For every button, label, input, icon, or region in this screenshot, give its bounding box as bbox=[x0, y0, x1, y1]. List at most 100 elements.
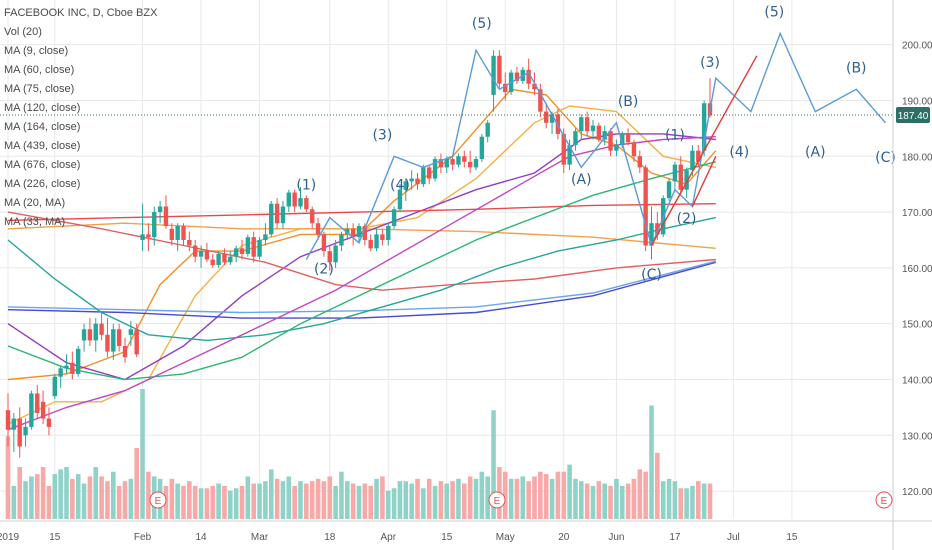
volume-bar bbox=[596, 481, 602, 519]
volume-bar bbox=[175, 483, 180, 519]
candle-body bbox=[58, 368, 63, 377]
candle-body bbox=[46, 418, 52, 427]
x-tick-label: 18 bbox=[324, 532, 336, 543]
wave-label: (A) bbox=[571, 172, 592, 188]
volume-bar bbox=[169, 478, 175, 519]
candle-body bbox=[696, 150, 701, 162]
candle-body bbox=[310, 209, 315, 224]
wave-label: (5) bbox=[472, 16, 492, 32]
moving-average-line bbox=[7, 203, 716, 222]
volume-bar bbox=[111, 471, 116, 519]
wave-label: (2) bbox=[314, 261, 334, 277]
volume-bar bbox=[631, 478, 637, 519]
current-price-badge bbox=[896, 106, 930, 123]
candle-body bbox=[339, 234, 344, 246]
moving-average-line bbox=[7, 216, 716, 342]
candle-body bbox=[444, 159, 449, 168]
x-tick-label: 14 bbox=[195, 532, 207, 543]
volume-bar bbox=[304, 483, 309, 519]
candle-body bbox=[567, 145, 572, 165]
volume-bar bbox=[672, 481, 678, 519]
volume-bar bbox=[75, 474, 81, 519]
candle-body bbox=[438, 159, 444, 168]
candle-body bbox=[228, 256, 233, 263]
legend-item: MA (33, MA) bbox=[4, 216, 66, 228]
candle-body bbox=[631, 142, 637, 157]
wave-label: (C) bbox=[641, 267, 662, 283]
volume-bar bbox=[70, 478, 75, 519]
candle-body bbox=[690, 150, 695, 171]
candle-body bbox=[70, 362, 75, 374]
candle-body bbox=[473, 159, 479, 168]
volume-bar bbox=[380, 476, 385, 519]
volume-bar bbox=[210, 485, 216, 519]
candle-body bbox=[625, 133, 631, 143]
candle-body bbox=[216, 253, 221, 266]
candle-body bbox=[298, 198, 303, 207]
candle-body bbox=[146, 234, 151, 238]
candle-body bbox=[99, 323, 104, 335]
candle-body bbox=[263, 234, 268, 240]
candle-body bbox=[637, 156, 642, 168]
candle-body bbox=[152, 212, 157, 238]
candle-body bbox=[479, 136, 485, 160]
volume-bar bbox=[216, 483, 221, 519]
candle-body bbox=[257, 239, 262, 257]
volume-bar bbox=[643, 471, 648, 519]
volume-bar bbox=[649, 405, 654, 519]
volume-bar bbox=[228, 490, 233, 519]
volume-bar bbox=[625, 483, 631, 519]
volume-bar bbox=[397, 481, 403, 519]
candle-body bbox=[52, 376, 57, 397]
earnings-marker bbox=[875, 491, 893, 509]
y-tick-label: 200.00 bbox=[902, 41, 932, 52]
candle-body bbox=[175, 226, 180, 240]
candle-body bbox=[503, 83, 508, 93]
volume-bar bbox=[696, 481, 701, 519]
volume-bar bbox=[421, 488, 426, 519]
volume-bar bbox=[684, 488, 689, 519]
volume-bar bbox=[146, 471, 151, 519]
legend-item: MA (676, close) bbox=[4, 159, 81, 171]
candle-body bbox=[23, 426, 28, 436]
candle-body bbox=[549, 114, 555, 123]
candle-body bbox=[64, 365, 69, 369]
wave-label: (3) bbox=[372, 128, 392, 144]
candle-body bbox=[111, 329, 116, 352]
moving-average-line bbox=[7, 161, 716, 381]
x-tick-label: Apr bbox=[380, 532, 396, 543]
volume-bar bbox=[99, 476, 104, 519]
volume-bar bbox=[356, 485, 362, 519]
candle-body bbox=[93, 323, 98, 341]
earnings-marker-label: E bbox=[494, 496, 501, 507]
candle-body bbox=[40, 401, 46, 419]
candle-body bbox=[169, 228, 174, 240]
legend-item: MA (75, close) bbox=[4, 83, 75, 95]
volume-bar bbox=[263, 481, 268, 519]
x-tick-label: 17 bbox=[669, 532, 681, 543]
candle-body bbox=[427, 167, 432, 179]
volume-bar bbox=[590, 485, 596, 519]
volume-bar bbox=[409, 483, 414, 519]
volume-bar bbox=[485, 476, 490, 519]
volume-bar bbox=[520, 476, 526, 519]
volume-bar bbox=[11, 485, 17, 519]
candle-body bbox=[269, 203, 274, 235]
candlesticks bbox=[5, 50, 713, 458]
candle-body bbox=[362, 226, 368, 240]
candle-body bbox=[666, 181, 672, 199]
candle-body bbox=[672, 164, 678, 182]
volume-bar bbox=[339, 471, 344, 519]
candle-body bbox=[432, 159, 438, 179]
volume-bar bbox=[391, 488, 397, 519]
candle-body bbox=[467, 161, 473, 168]
volume-bar bbox=[508, 478, 514, 519]
candle-body bbox=[345, 228, 350, 235]
volume-bar bbox=[233, 488, 239, 519]
x-tick-label: 15 bbox=[441, 532, 453, 543]
candle-body bbox=[157, 206, 163, 213]
volume-bar bbox=[105, 481, 110, 519]
legend-item: MA (60, close) bbox=[4, 64, 75, 76]
y-tick-label: 120.00 bbox=[902, 487, 932, 498]
